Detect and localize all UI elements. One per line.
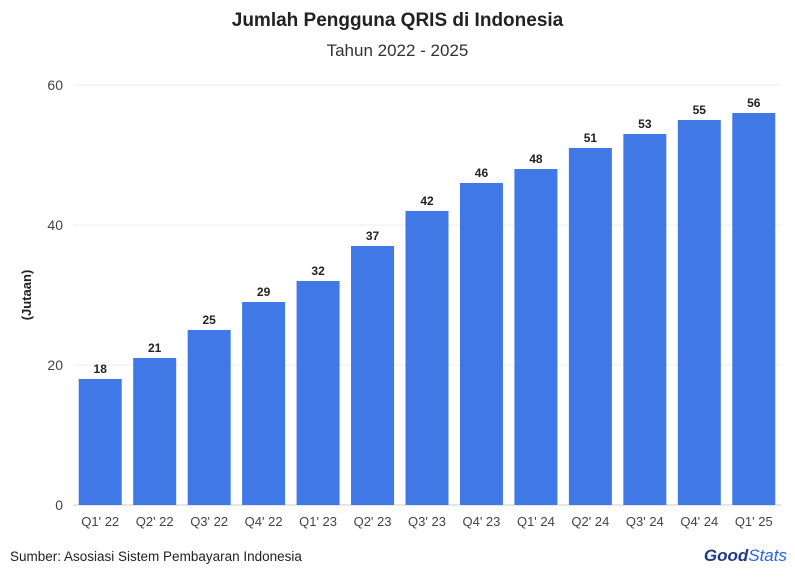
data-label: 46 — [475, 166, 489, 180]
bar — [187, 330, 231, 505]
bar — [677, 120, 721, 505]
x-tick-label: Q3' 23 — [408, 514, 446, 529]
bar — [78, 379, 122, 505]
y-tick-label: 40 — [47, 217, 63, 233]
y-tick-label: 20 — [47, 357, 63, 373]
data-label: 56 — [747, 96, 761, 110]
data-label: 18 — [94, 362, 108, 376]
data-label: 37 — [366, 229, 380, 243]
x-tick-label: Q2' 22 — [136, 514, 174, 529]
data-label: 25 — [202, 313, 216, 327]
x-tick-label: Q1' 22 — [81, 514, 119, 529]
y-tick-label: 0 — [55, 497, 63, 513]
x-tick-label: Q1' 23 — [299, 514, 337, 529]
bar — [351, 246, 395, 505]
data-label: 21 — [148, 341, 162, 355]
bar — [133, 358, 177, 505]
logo-stats-text: Stats — [748, 546, 787, 565]
x-tick-label: Q3' 24 — [626, 514, 664, 529]
x-tick-label: Q4' 23 — [463, 514, 501, 529]
bar-chart: 0 20 40 60 (Jutaan) 18 Q1' 22 21 Q2' 22 25 Q3' 22 2… — [19, 77, 781, 529]
data-label: 55 — [693, 103, 707, 117]
data-label: 42 — [420, 194, 434, 208]
data-label: 48 — [529, 152, 543, 166]
y-tick-label: 60 — [47, 77, 63, 93]
goodstats-logo: GoodStats — [704, 546, 787, 566]
bar — [242, 302, 286, 505]
data-label: 29 — [257, 285, 271, 299]
x-tick-label: Q3' 22 — [190, 514, 228, 529]
x-tick-label: Q4' 22 — [245, 514, 283, 529]
bar — [514, 169, 558, 505]
bar — [296, 281, 340, 505]
x-tick-label: Q2' 23 — [354, 514, 392, 529]
source-note: Sumber: Asosiasi Sistem Pembayaran Indon… — [10, 549, 302, 564]
data-label: 51 — [584, 131, 598, 145]
bar — [568, 148, 612, 505]
data-label: 32 — [311, 264, 325, 278]
chart-subtitle: Tahun 2022 - 2025 — [326, 41, 469, 60]
x-tick-label: Q1' 25 — [735, 514, 773, 529]
x-tick-label: Q2' 24 — [571, 514, 609, 529]
data-label: 53 — [638, 117, 652, 131]
logo-good-text: Good — [703, 546, 749, 565]
bar — [623, 134, 667, 505]
y-axis-label: (Jutaan) — [19, 270, 34, 321]
bar — [732, 113, 776, 505]
bar — [459, 183, 503, 505]
bar — [405, 211, 449, 505]
x-tick-label: Q1' 24 — [517, 514, 555, 529]
chart-title: Jumlah Pengguna QRIS di Indonesia — [231, 10, 564, 31]
x-tick-label: Q4' 24 — [680, 514, 718, 529]
